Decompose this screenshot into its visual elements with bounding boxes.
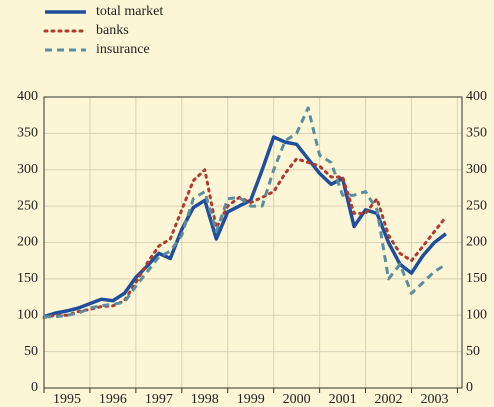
- x-tick-label: 1995: [53, 392, 81, 407]
- y-tick-label: 250: [17, 198, 38, 213]
- y2-tick-label: 250: [466, 198, 487, 213]
- x-tick-label: 2003: [420, 392, 448, 407]
- y2-tick-label: 400: [466, 89, 487, 104]
- y-tick-label: 100: [17, 307, 38, 322]
- y-tick-label: 50: [24, 344, 38, 359]
- legend-label: insurance: [96, 42, 150, 57]
- x-tick-label: 1999: [237, 392, 265, 407]
- line-series: [44, 106, 447, 319]
- y2-tick-label: 100: [466, 307, 487, 322]
- y2-tick-label: 50: [466, 344, 480, 359]
- y2-tick-label: 200: [466, 235, 487, 250]
- y-tick-label: 0: [31, 380, 38, 395]
- y2-tick-label: 0: [466, 380, 473, 395]
- y-tick-label: 400: [17, 89, 38, 104]
- x-tick-label: 1998: [191, 392, 219, 407]
- x-tick-label: 2001: [329, 392, 357, 407]
- y2-tick-label: 300: [466, 162, 487, 177]
- legend-label: total market: [96, 4, 163, 19]
- y-tick-label: 350: [17, 126, 38, 141]
- y2-tick-label: 150: [466, 271, 487, 286]
- x-tick-label: 2002: [375, 392, 403, 407]
- y-tick-label: 300: [17, 162, 38, 177]
- y-tick-label: 150: [17, 271, 38, 286]
- x-tick-label: 1996: [99, 392, 127, 407]
- line-series: [43, 135, 447, 319]
- legend-label: banks: [96, 23, 129, 38]
- y2-tick-label: 350: [466, 126, 487, 141]
- plot-frame: [43, 96, 463, 389]
- y-tick-label: 200: [17, 235, 38, 250]
- x-tick-label: 1997: [145, 392, 173, 407]
- x-tick-label: 2000: [283, 392, 311, 407]
